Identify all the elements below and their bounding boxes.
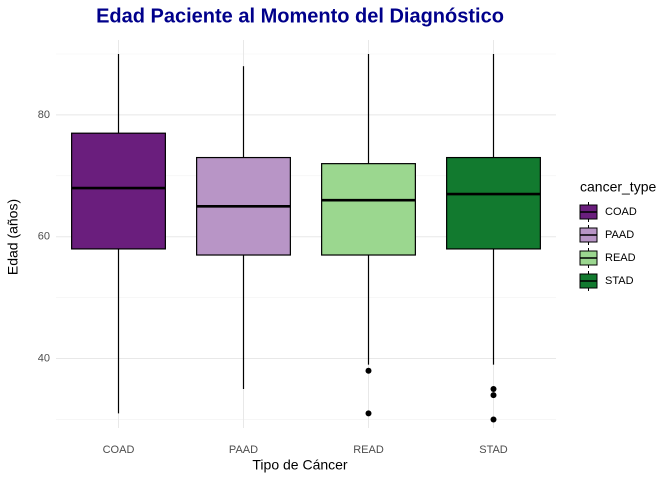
outlier bbox=[490, 386, 497, 393]
y-tick-label: 40 bbox=[38, 352, 50, 364]
x-axis-label: Tipo de Cáncer bbox=[252, 457, 348, 473]
x-tick-label: PAAD bbox=[229, 444, 258, 456]
outlier bbox=[365, 410, 372, 417]
x-tick-label: STAD bbox=[479, 444, 508, 456]
y-axis-label: Edad (años) bbox=[5, 199, 21, 275]
x-tick-label: READ bbox=[353, 444, 384, 456]
outlier bbox=[490, 392, 497, 399]
outlier bbox=[490, 416, 497, 423]
outlier bbox=[365, 367, 372, 374]
legend-label: READ bbox=[605, 252, 636, 264]
x-tick-label: COAD bbox=[103, 444, 135, 456]
legend-label: COAD bbox=[605, 206, 637, 218]
y-tick-label: 60 bbox=[38, 231, 50, 243]
box bbox=[71, 132, 166, 250]
legend-label: PAAD bbox=[605, 229, 634, 241]
legend-label: STAD bbox=[605, 275, 634, 287]
box bbox=[321, 163, 416, 256]
legend-title: cancer_type bbox=[580, 179, 656, 195]
chart-title: Edad Paciente al Momento del Diagnóstico bbox=[96, 5, 504, 27]
box bbox=[446, 156, 541, 250]
y-tick-label: 80 bbox=[38, 109, 50, 121]
